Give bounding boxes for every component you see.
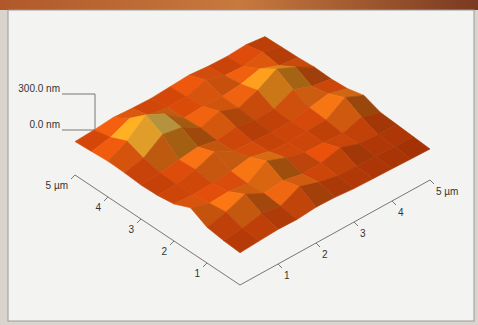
x-tick-label: 5 µm [436, 186, 458, 197]
y-tick-label: 4 [95, 202, 101, 213]
z-tick [62, 94, 95, 95]
y-tick [104, 197, 108, 201]
z-tick-label: 0.0 nm [29, 119, 60, 130]
y-tick [137, 219, 141, 223]
chart: 1 2 3 4 5 µm 1 2 3 4 5 µm 0.0 nm 300.0 nm [0, 0, 478, 325]
x-tick [392, 201, 396, 205]
x-tick [278, 264, 282, 268]
x-tick-label: 1 [284, 270, 290, 281]
x-tick-label: 4 [398, 207, 404, 218]
x-tick [316, 243, 320, 247]
z-tick [62, 130, 95, 131]
x-tick [430, 180, 434, 184]
y-tick [71, 175, 75, 179]
y-tick-label: 3 [128, 224, 134, 235]
x-tick-label: 2 [322, 249, 328, 260]
x-tick-label: 3 [360, 228, 366, 239]
y-tick-label: 2 [161, 246, 167, 257]
y-tick [203, 263, 207, 267]
z-axis [95, 94, 96, 130]
y-tick-label: 1 [194, 268, 200, 279]
z-tick-label: 300.0 nm [18, 83, 60, 94]
y-tick [170, 241, 174, 245]
surface [75, 37, 430, 253]
top-band [0, 0, 478, 10]
panel [8, 10, 474, 321]
axes: 1 2 3 4 5 µm 1 2 3 4 5 µm 0.0 nm 300.0 nm [18, 83, 458, 285]
x-tick [354, 222, 358, 226]
y-tick-label: 5 µm [46, 180, 68, 191]
surface-cell [224, 228, 260, 253]
